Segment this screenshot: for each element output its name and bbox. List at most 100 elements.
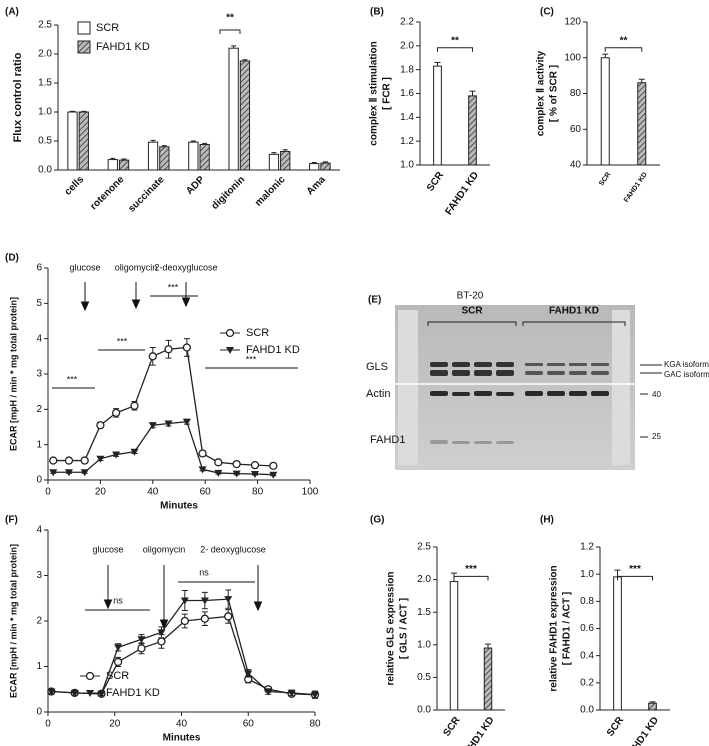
blot-title: BT-20: [457, 291, 484, 302]
annotation: 2- deoxyglucose: [200, 544, 266, 554]
x-axis-label: Minutes: [163, 733, 201, 744]
error-bar: [485, 643, 491, 649]
y-axis-label: ECAR [mpH / min * mg total protein]: [8, 544, 18, 698]
annotation: ***: [168, 282, 179, 292]
x-tick-label: FAHD1 KD: [459, 715, 497, 746]
legend-marker: [86, 690, 94, 697]
bar: [228, 47, 239, 171]
annotation: ***: [629, 564, 641, 575]
error-bar: [81, 110, 87, 112]
bar: [107, 159, 118, 171]
y-tick-label: 2: [36, 404, 42, 415]
point: [137, 636, 146, 644]
group-label: FAHD1 KD: [549, 306, 599, 317]
annotation-arrow: [253, 565, 263, 612]
legend-label: FAHD1 KD: [106, 687, 160, 699]
significance-bracket: [437, 47, 473, 52]
y-tick-label: 4: [36, 525, 42, 536]
error-bar: [638, 78, 645, 83]
y-tick-label: 3: [36, 369, 42, 380]
panel-label: (A): [5, 7, 19, 18]
bar: [199, 143, 210, 171]
panel-label: (B): [370, 7, 384, 18]
error-bar: [110, 157, 116, 160]
legend-label: SCR: [106, 670, 129, 682]
annotation: glucose: [69, 262, 100, 272]
x-tick-label: FAHD1 KD: [623, 171, 649, 204]
legend-label: SCR: [246, 327, 269, 339]
y-axis-label: Flux control ratio: [12, 52, 24, 142]
error-bar: [614, 569, 621, 577]
x-tick-label: ADP: [184, 174, 207, 197]
point: [287, 689, 296, 697]
y-tick-label: 1.0: [580, 569, 594, 580]
y-axis-label: ECAR [mpH / min * mg total protein]: [8, 297, 18, 451]
error-bar: [70, 110, 76, 112]
x-tick-label: SCR: [425, 169, 447, 193]
bar: [239, 60, 251, 171]
panel: (F) 0 1 2 3 4 ECAR [mpH / min * mg total prote…: [5, 515, 321, 744]
point: [200, 614, 210, 623]
y-tick-label: 1.5: [417, 607, 431, 618]
x-tick-label: FAHD1 KD: [623, 715, 661, 746]
annotation: **: [226, 13, 234, 24]
bar: [449, 581, 459, 711]
x-tick-label: 40: [176, 719, 188, 730]
annotation: ***: [246, 354, 257, 364]
bar: [433, 65, 442, 166]
bar: [78, 111, 89, 171]
point: [264, 688, 273, 696]
annotation: oligomycin: [115, 262, 158, 272]
significance-bracket: [617, 575, 653, 581]
fahd1-bands: [430, 440, 514, 444]
legend-label: FAHD1 KD: [96, 41, 150, 53]
y-tick-label: 1.0: [400, 160, 414, 171]
point: [130, 448, 139, 456]
x-tick-label: 0: [45, 487, 51, 498]
annotation-arrow: [159, 565, 169, 630]
x-tick-label: 20: [109, 719, 121, 730]
marker-label: 25: [652, 432, 661, 441]
point: [64, 456, 74, 465]
point: [180, 616, 189, 626]
legend-label: SCR: [96, 22, 119, 34]
point: [214, 469, 223, 477]
y-tick-label: 100: [564, 52, 581, 63]
y-tick-label: 1.2: [400, 136, 414, 147]
y-tick-label: 0.2: [580, 677, 594, 688]
y-tick-label: 0.0: [38, 165, 52, 176]
point: [112, 451, 121, 459]
panel-label: (D): [5, 253, 19, 264]
y-axis-label: [ FAHD1 / ACT ]: [562, 592, 573, 666]
marker-label: 40: [652, 390, 661, 399]
point: [157, 637, 166, 646]
panel: (A) 0.0 0.5 1.0 1.5 2.0 2.5 Flux control ratio c…: [5, 7, 340, 215]
error-bar: [242, 59, 248, 61]
error-bar: [282, 149, 288, 152]
legend-marker: [226, 347, 234, 354]
y-tick-label: 0: [36, 707, 42, 718]
y-tick-label: 2.0: [417, 574, 431, 585]
y-tick-label: 2.0: [400, 40, 414, 51]
bar: [648, 702, 657, 711]
point: [113, 657, 123, 667]
x-tick-label: SCR: [441, 714, 463, 738]
point: [114, 644, 123, 652]
y-tick-label: 6: [36, 263, 42, 274]
y-tick-label: 0.4: [580, 650, 594, 661]
legend-swatch: [77, 21, 91, 35]
point: [180, 597, 189, 605]
annotation: ***: [67, 374, 78, 384]
point: [164, 345, 173, 354]
point: [198, 449, 207, 458]
legend-marker: [85, 671, 95, 681]
row-label: FAHD1: [370, 434, 405, 446]
bar: [147, 141, 159, 171]
error-bar: [190, 140, 196, 143]
y-axis-label: [ % of SCR ]: [549, 65, 560, 122]
bar: [67, 111, 78, 171]
x-tick-label: Ama: [305, 174, 328, 197]
error-bar: [121, 158, 127, 161]
y-tick-label: 3: [36, 570, 42, 581]
bar: [118, 159, 130, 171]
